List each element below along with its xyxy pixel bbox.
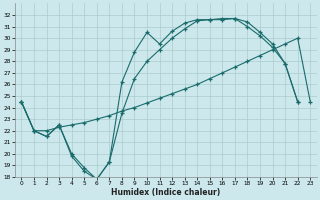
X-axis label: Humidex (Indice chaleur): Humidex (Indice chaleur) xyxy=(111,188,220,197)
